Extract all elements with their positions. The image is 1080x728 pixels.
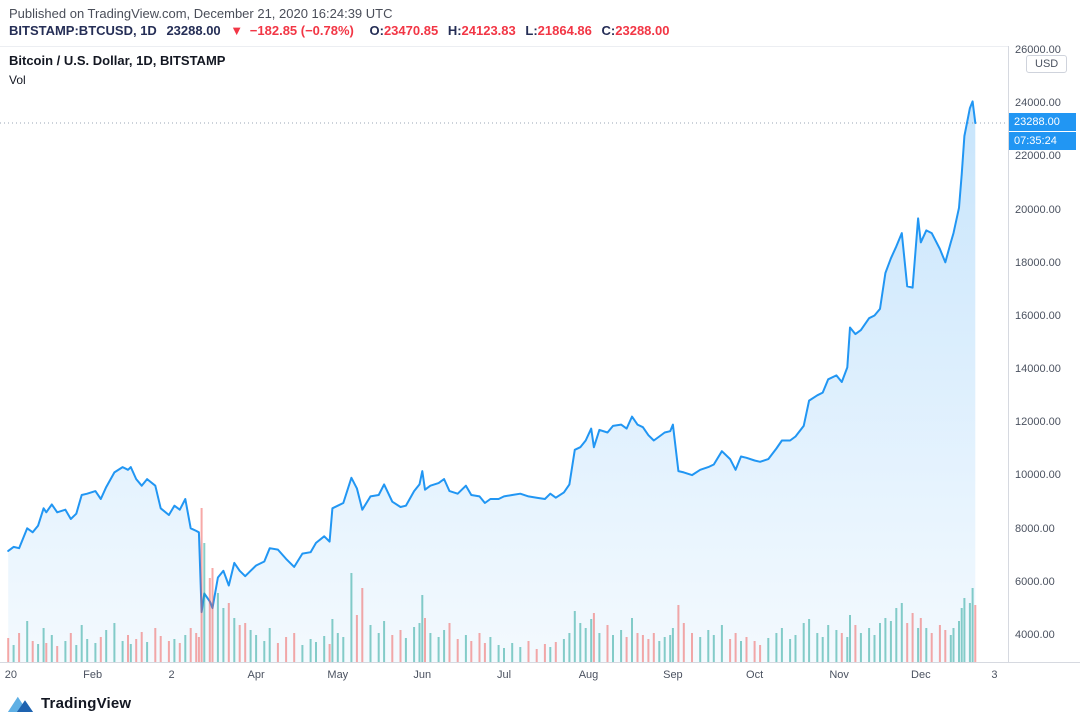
price-axis-label: 20000.00	[1015, 203, 1061, 216]
time-axis-label: Dec	[911, 669, 931, 681]
volume-bars	[7, 508, 977, 663]
brand-name: TradingView	[41, 694, 132, 712]
price-axis-label: 8000.00	[1015, 522, 1055, 535]
price-chart-canvas[interactable]	[0, 47, 1008, 663]
open-value: 23470.85	[383, 23, 439, 38]
low-group: L:21864.86	[525, 23, 592, 38]
price-axis-label: 6000.00	[1015, 575, 1055, 588]
symbol-interval: BITSTAMP:BTCUSD, 1D	[9, 23, 157, 38]
symbol-status-line: BITSTAMP:BTCUSD, 1D 23288.00 ▼ −182.85 (…	[9, 23, 669, 38]
time-axis-label: 2	[168, 669, 175, 681]
legend-title: Bitcoin / U.S. Dollar, 1D, BITSTAMP	[9, 53, 226, 68]
price-area	[8, 101, 976, 663]
close-label: C:	[601, 23, 616, 38]
price-axis-label: 26000.00	[1015, 43, 1061, 56]
bar-countdown-badge: 07:35:24	[1009, 132, 1076, 150]
time-axis-label: 20	[4, 669, 18, 681]
published-line: Published on TradingView.com, December 2…	[9, 6, 393, 21]
time-axis-label: 3	[991, 669, 998, 681]
close-group: C:23288.00	[602, 23, 670, 38]
price-axis-label: 4000.00	[1015, 629, 1055, 641]
price-line	[7, 100, 977, 614]
time-axis-label: Sep	[663, 669, 683, 681]
time-axis-label: Jul	[496, 669, 512, 681]
time-axis-label: Oct	[746, 669, 764, 681]
high-label: H:	[447, 23, 462, 38]
time-axis-label: Nov	[829, 669, 849, 681]
price-axis[interactable]: USD 23288.00 07:35:24 4000.00 6000.00 8000…	[1008, 43, 1080, 690]
currency-button[interactable]: USD	[1026, 55, 1068, 73]
tradingview-footer[interactable]: TradingView	[7, 694, 131, 712]
time-axis-label: Aug	[578, 669, 599, 681]
tradingview-logo	[7, 696, 34, 712]
open-group: O:23470.85	[370, 23, 439, 38]
open-label: O:	[369, 23, 384, 38]
high-group: H:24123.83	[448, 23, 516, 38]
low-value: 21864.86	[537, 23, 592, 38]
time-axis[interactable]: 20 Feb 2 Apr May Jun Jul Aug Sep Oct Nov Dec 3	[0, 662, 1080, 691]
price-axis-label: 16000.00	[1015, 309, 1061, 322]
price-change: −182.85 (−0.78%)	[249, 23, 354, 38]
price-axis-label: 10000.00	[1015, 469, 1061, 482]
time-axis-label: Feb	[83, 669, 103, 681]
time-axis-label: Apr	[247, 669, 265, 681]
price-axis-label: 24000.00	[1015, 97, 1061, 110]
high-value: 24123.83	[461, 23, 516, 38]
time-axis-label: Jun	[413, 669, 432, 681]
low-label: L:	[525, 23, 538, 38]
price-axis-label: 18000.00	[1015, 256, 1061, 269]
down-arrow-icon: ▼	[230, 23, 244, 38]
chart-pane[interactable]: Bitcoin / U.S. Dollar, 1D, BITSTAMP Vol	[0, 46, 1008, 663]
price-axis-label: 14000.00	[1015, 363, 1061, 375]
price-axis-label: 12000.00	[1015, 416, 1061, 429]
close-value: 23288.00	[615, 23, 670, 38]
price-axis-label: 22000.00	[1015, 150, 1061, 163]
last-price-badge: 23288.00	[1009, 113, 1076, 131]
legend-volume-label: Vol	[9, 73, 26, 87]
last-price: 23288.00	[166, 23, 221, 38]
chart-legend: Bitcoin / U.S. Dollar, 1D, BITSTAMP Vol	[9, 53, 225, 87]
time-axis-label: May	[327, 669, 349, 681]
